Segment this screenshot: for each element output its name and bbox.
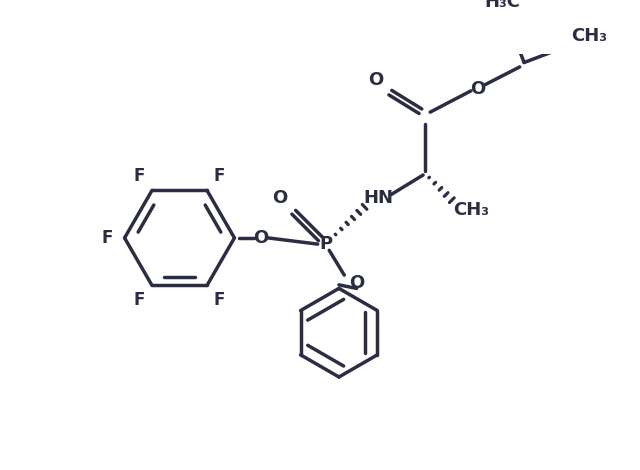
Text: CH₃: CH₃ xyxy=(453,202,489,219)
Text: CH₃: CH₃ xyxy=(571,27,607,45)
Text: O: O xyxy=(369,71,384,89)
Text: F: F xyxy=(101,229,113,247)
Text: F: F xyxy=(134,167,145,185)
Text: F: F xyxy=(214,167,225,185)
Text: O: O xyxy=(349,274,364,292)
Text: H₃C: H₃C xyxy=(484,0,520,11)
Text: P: P xyxy=(319,235,332,253)
Text: O: O xyxy=(470,80,486,98)
Text: F: F xyxy=(214,290,225,309)
Text: O: O xyxy=(272,189,287,207)
Text: HN: HN xyxy=(364,189,394,207)
Text: F: F xyxy=(134,290,145,309)
Text: O: O xyxy=(253,229,269,247)
